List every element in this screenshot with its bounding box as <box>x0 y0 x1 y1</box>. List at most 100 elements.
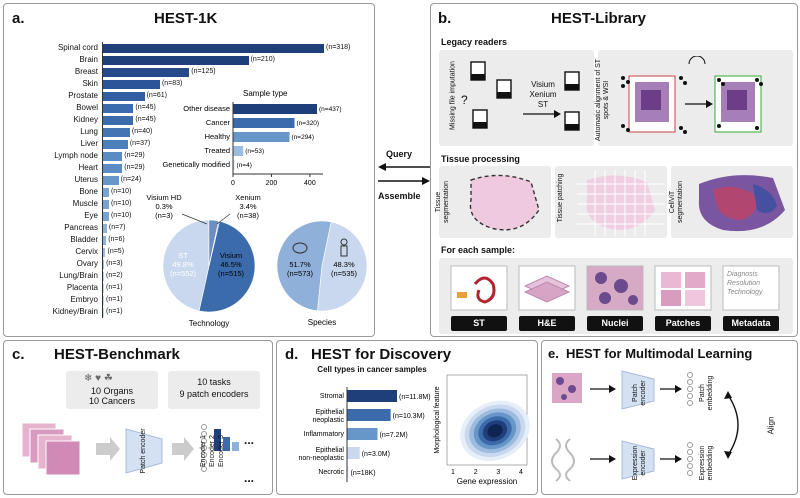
patch-encoder-label-e: Patch encoder <box>632 380 647 406</box>
organs-cancers-box <box>66 371 158 409</box>
organ-bar <box>102 176 119 185</box>
ellipsis-bottom: ... <box>244 471 255 485</box>
organ-count: (n=5) <box>107 248 125 255</box>
pie-slice <box>276 220 332 312</box>
panel-d-title: HEST for Discovery <box>311 346 452 363</box>
organ-count: (n=45) <box>135 116 156 123</box>
panel-a-label: a. <box>12 10 25 27</box>
organ-count: (n=1) <box>106 284 123 291</box>
format-st: ST <box>537 100 549 109</box>
formats-label: Visium Xenium ST <box>521 80 565 110</box>
organ-count: (n=10) <box>110 212 132 219</box>
expression-embedding-label: Expression embedding <box>699 445 714 481</box>
species-human-pct: 48.3% <box>333 260 355 269</box>
density-xtick: 3 <box>496 469 500 476</box>
metadata-items: Diagnosis Resolution Technology <box>727 270 763 297</box>
cellvit-label: CellViT segmentation <box>669 180 684 224</box>
organ-bar <box>102 116 134 125</box>
celltype-value-label: (n=7.2M) <box>380 432 408 439</box>
organ-count: (n=1) <box>106 296 123 303</box>
celltype-label: non-neoplastic <box>298 455 344 462</box>
tissue-processing-heading: Tissue processing <box>441 154 520 164</box>
organ-count: (n=61) <box>146 92 168 99</box>
organ-bar <box>102 308 104 317</box>
sample-type-count: (n=437) <box>319 106 342 113</box>
output-st: ST <box>451 316 507 331</box>
file-icons: ? <box>461 61 580 131</box>
organ-label: Lymph node <box>54 151 98 160</box>
celltype-bar <box>347 390 397 402</box>
species-human-n: (n=535) <box>331 269 358 278</box>
segmentation-image <box>469 174 540 231</box>
celltype-value-label: (n=11.8M) <box>399 394 431 401</box>
tasks-count: 10 tasks <box>197 377 231 387</box>
human-icon <box>340 238 348 246</box>
organ-bar <box>102 92 145 101</box>
tech-st-n: (n=552) <box>170 269 197 278</box>
celltype-bar <box>347 447 360 459</box>
sample-type-count: (n=4) <box>237 162 252 169</box>
panel-e-label: e. <box>548 346 559 361</box>
tech-xenium-name: Xenium <box>235 193 260 202</box>
assemble-label: Assemble <box>378 191 421 201</box>
format-xenium: Xenium <box>529 90 557 99</box>
pie-slice <box>208 220 220 267</box>
organ-label: Pancreas <box>64 223 98 232</box>
panel-c-title: HEST-Benchmark <box>54 346 180 363</box>
organ-label: Brain <box>79 55 98 64</box>
organ-count: (n=10) <box>110 200 132 207</box>
organ-bar <box>102 188 109 197</box>
encoders-count: 9 patch encoders <box>179 389 249 399</box>
celltype-value-label: (n=10.3M) <box>393 413 425 420</box>
sample-type-bar <box>233 118 295 128</box>
tech-xenium-n: (n=38) <box>237 211 259 220</box>
query-assemble-arrows <box>378 163 430 185</box>
organ-label: Muscle <box>72 199 98 208</box>
organ-bar <box>102 140 128 149</box>
organ-label: Lung <box>80 127 98 136</box>
panel-c-label: c. <box>12 346 25 363</box>
celltype-label: Necrotic <box>318 469 344 476</box>
output-he: H&E <box>519 316 575 331</box>
organ-bar <box>102 260 105 269</box>
species-mouse-pct: 51.7% <box>289 260 311 269</box>
panel-e: e. HEST for Multimodal Learning Patch en… <box>541 340 798 495</box>
tech-xenium-pct: 3.4% <box>239 202 256 211</box>
organ-label: Placenta <box>66 283 98 292</box>
sample-type-bar <box>233 146 244 156</box>
panel-c: c. HEST-Benchmark ❄ ♥ ☘ 10 Organs 10 Can… <box>3 340 273 495</box>
multimodal-diagram <box>551 370 739 482</box>
organ-count: (n=37) <box>129 140 151 147</box>
sample-type-chart: Sample type Other disease (n=437) Cancer (n=… <box>162 89 342 187</box>
missing-file-label: Missing file imputation <box>449 61 457 130</box>
svg-text:?: ? <box>461 93 468 107</box>
panel-b-label: b. <box>438 10 452 27</box>
density-ylabel: Morphological feature <box>434 386 441 453</box>
mouse-icon <box>292 242 308 254</box>
format-visium: Visium <box>531 80 555 89</box>
tech-st-pct: 49.8% <box>172 260 194 269</box>
organ-count: (n=318) <box>326 44 351 51</box>
celltype-label: Epithelial <box>316 409 345 416</box>
organ-bar <box>102 284 104 293</box>
patch-encoder-label-c: Patch encoder <box>140 428 147 474</box>
panel-b: b. HEST-Library Legacy readers Missing f… <box>430 3 798 337</box>
sample-type-bar <box>233 104 317 114</box>
pie-slice <box>317 221 368 312</box>
tech-leader <box>216 213 231 225</box>
organ-bar <box>102 296 104 305</box>
organ-bar <box>102 44 324 53</box>
organ-label: Spinal cord <box>57 43 98 52</box>
organ-label: Skin <box>82 79 98 88</box>
tech-visium-n: (n=515) <box>218 269 245 278</box>
organ-label: Kidney <box>73 115 98 124</box>
benchmark-pipeline <box>21 422 239 476</box>
metadata-diagnosis: Diagnosis <box>727 271 758 278</box>
legacy-readers-heading: Legacy readers <box>441 37 508 47</box>
organ-count: (n=24) <box>120 176 142 183</box>
species-pie: 51.7%(n=573) 48.3%(n=535) Species <box>276 220 368 327</box>
organ-bar <box>102 56 249 65</box>
organ-label: Prostate <box>68 91 98 100</box>
auto-align-label: Automatic alignment of ST spots & WSI <box>595 58 610 142</box>
